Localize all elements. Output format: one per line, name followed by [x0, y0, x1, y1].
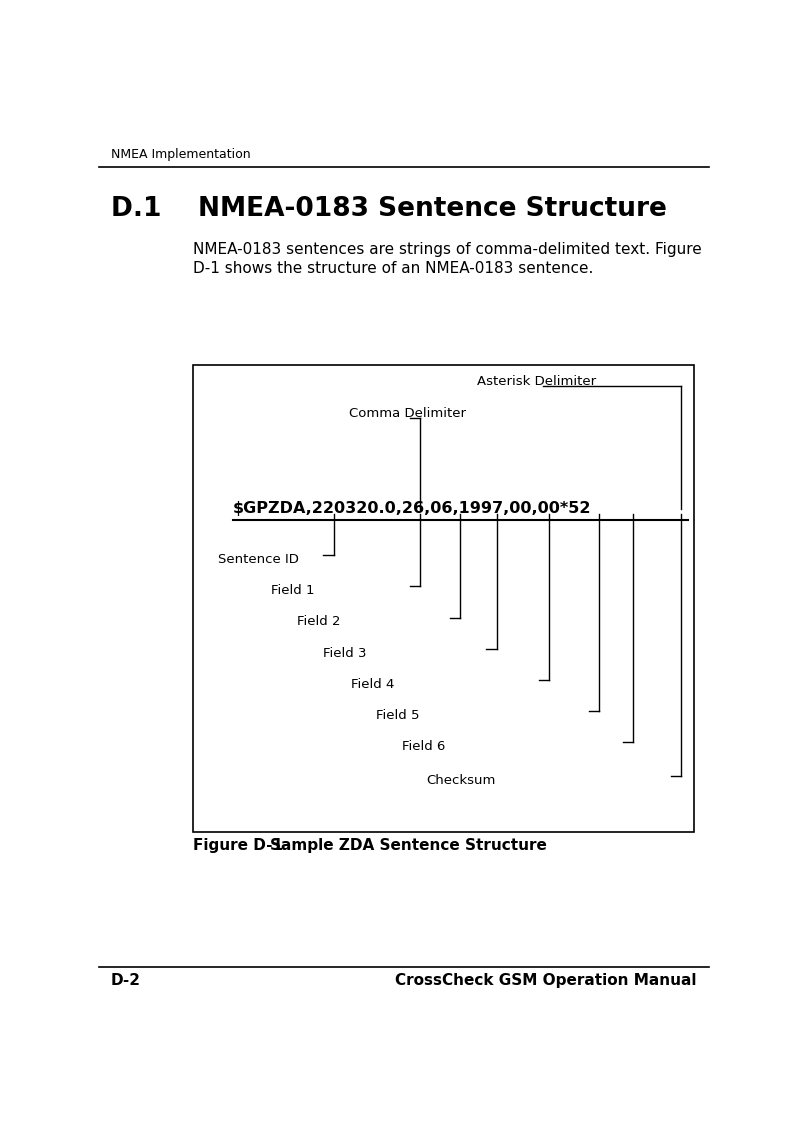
Bar — [193, 364, 694, 832]
Text: CrossCheck GSM Operation Manual: CrossCheck GSM Operation Manual — [396, 973, 697, 988]
Text: Sentence ID: Sentence ID — [217, 554, 299, 566]
Text: Field 6: Field 6 — [402, 740, 445, 753]
Text: D-2: D-2 — [110, 973, 141, 988]
Text: Field 5: Field 5 — [377, 709, 420, 722]
Text: Field 3: Field 3 — [323, 647, 366, 659]
Text: D-1 shows the structure of an NMEA-0183 sentence.: D-1 shows the structure of an NMEA-0183 … — [193, 261, 593, 276]
Text: Field 1: Field 1 — [271, 584, 315, 597]
Text: Checksum: Checksum — [426, 774, 496, 786]
Text: NMEA-0183 sentences are strings of comma-delimited text. Figure: NMEA-0183 sentences are strings of comma… — [193, 242, 702, 256]
Text: NMEA Implementation: NMEA Implementation — [110, 148, 251, 161]
Text: Field 4: Field 4 — [351, 677, 394, 691]
Text: D.1    NMEA-0183 Sentence Structure: D.1 NMEA-0183 Sentence Structure — [110, 196, 667, 222]
Text: Sample ZDA Sentence Structure: Sample ZDA Sentence Structure — [249, 838, 547, 854]
Text: Field 2: Field 2 — [297, 615, 340, 629]
Text: $GPZDA,220320.0,26,06,1997,00,00*52: $GPZDA,220320.0,26,06,1997,00,00*52 — [233, 501, 591, 516]
Text: Asterisk Delimiter: Asterisk Delimiter — [477, 376, 597, 388]
Text: Figure D-1: Figure D-1 — [193, 838, 283, 854]
Text: Comma Delimiter: Comma Delimiter — [349, 407, 466, 421]
